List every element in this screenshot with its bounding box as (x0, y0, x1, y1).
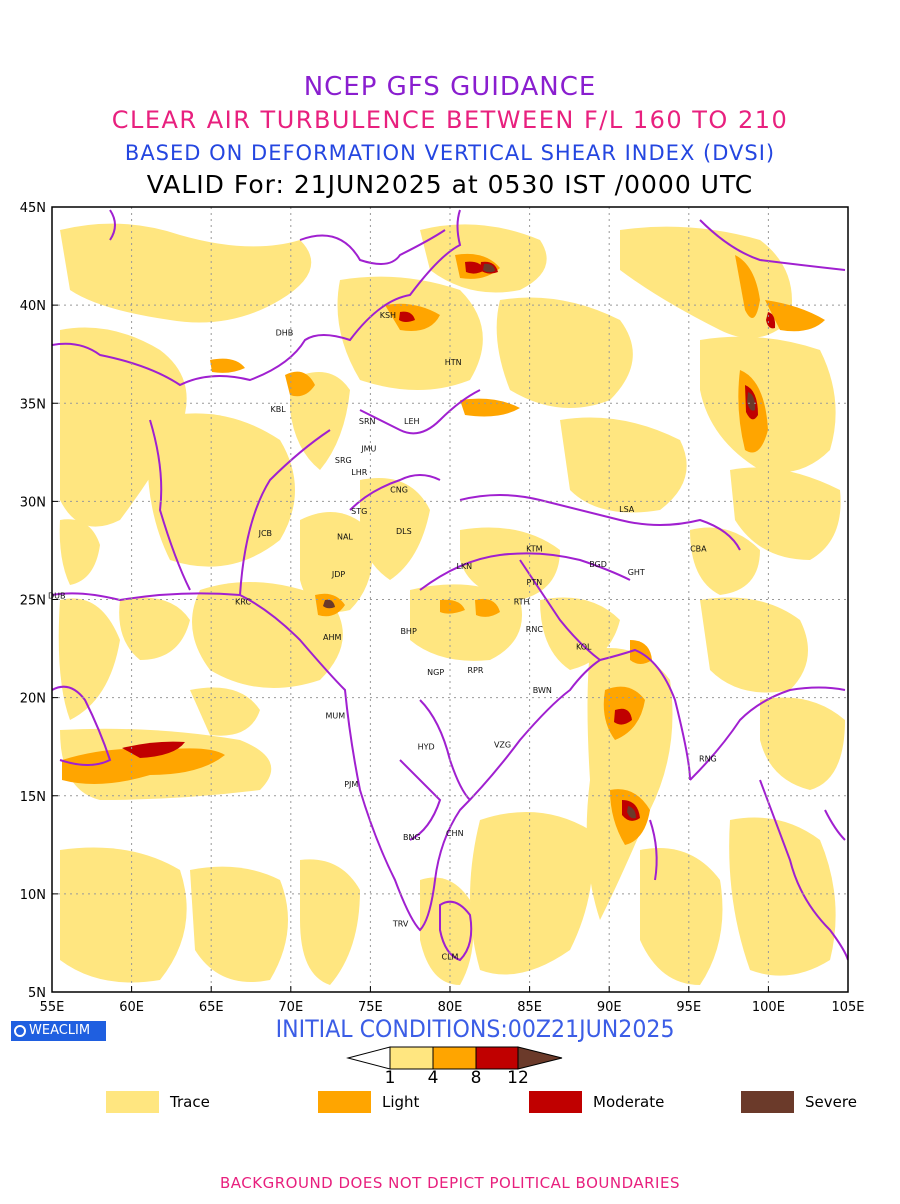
lat-tick-label: 35N (20, 397, 46, 412)
lon-tick-label: 65E (199, 1000, 224, 1015)
station-label: RNG (699, 754, 717, 763)
legend-swatch (106, 1091, 159, 1113)
lon-tick-label: 85E (517, 1000, 542, 1015)
station-label: LKN (456, 562, 472, 571)
station-label: RPR (467, 666, 483, 675)
map-title: NCEP GFS GUIDANCE (303, 72, 597, 102)
severe-turbulence-areas (323, 263, 756, 819)
station-label: BNG (403, 833, 421, 842)
lat-tick-label: 10N (20, 888, 46, 903)
station-label: SRN (359, 417, 376, 426)
weaclim-brand-text: WEACLIM (29, 1023, 91, 1038)
station-label: MUM (326, 711, 346, 720)
station-label: JMU (360, 444, 376, 453)
station-label: AHM (323, 633, 341, 642)
colorbar-upper-arrow (517, 1046, 563, 1070)
colorbar-segment-moderate (475, 1046, 519, 1070)
station-label: CHN (446, 829, 464, 838)
lat-tick-label: 40N (20, 299, 46, 314)
station-label: JDP (331, 570, 346, 579)
station-label: PTN (527, 578, 543, 587)
legend-label: Severe (805, 1093, 857, 1111)
station-label: KOL (576, 643, 592, 652)
map-gridlines (52, 207, 848, 992)
legend-swatch (529, 1091, 582, 1113)
lat-tick-label: 30N (20, 495, 46, 510)
lon-tick-label: 100E (752, 1000, 785, 1015)
legend-label: Light (382, 1093, 420, 1111)
colorbar-lower-arrow (346, 1046, 391, 1070)
station-label: CNG (390, 486, 408, 495)
weaclim-logo: WEACLIM (11, 1021, 106, 1041)
station-label: HYD (418, 743, 435, 752)
lon-tick-label: 55E (40, 1000, 65, 1015)
legend-label: Moderate (593, 1093, 665, 1111)
colorbar: 1 4 8 12 (346, 1046, 563, 1084)
lat-tick-label: 25N (20, 594, 46, 609)
colorbar-label: 8 (471, 1068, 482, 1084)
station-label: DUB (48, 592, 66, 601)
lat-tick-label: 20N (20, 692, 46, 707)
lon-tick-label: 70E (278, 1000, 303, 1015)
latitude-axis: 5N 10N 15N 20N 25N 30N 35N 40N 45N (20, 201, 58, 1001)
legend-label: Trace (170, 1093, 210, 1111)
station-label: JCB (258, 529, 272, 538)
station-label: GHT (628, 568, 645, 577)
colorbar-label: 12 (507, 1068, 529, 1084)
map-subtitle: CLEAR AIR TURBULENCE BETWEEN F/L 160 TO … (111, 106, 789, 134)
station-label: LSA (619, 505, 635, 514)
station-label: CLM (442, 953, 459, 962)
colorbar-segment-light (432, 1046, 477, 1070)
lon-tick-label: 60E (119, 1000, 144, 1015)
station-label: NAL (337, 533, 353, 542)
station-labels: DHB KSH HTN KBL SRN LEH JMU SRG LHR CNG STG LSA JCB N… (48, 311, 717, 962)
lon-tick-label: 95E (676, 1000, 701, 1015)
station-label: LEH (404, 417, 420, 426)
station-label: HTN (445, 358, 462, 367)
legend-swatch (741, 1091, 794, 1113)
station-label: NGP (427, 668, 444, 677)
valid-time-label: VALID For: 21JUN2025 at 0530 IST /0000 U… (146, 170, 754, 199)
initial-conditions-label: INITIAL CONDITIONS:00Z21JUN2025 (275, 1015, 675, 1043)
map-method-subtitle: BASED ON DEFORMATION VERTICAL SHEAR INDE… (124, 141, 776, 165)
station-label: VZG (494, 741, 511, 750)
colorbar-segment-trace (389, 1046, 434, 1070)
station-label: RTH (514, 597, 530, 606)
lat-tick-label: 15N (20, 790, 46, 805)
station-label: DLS (396, 527, 412, 536)
station-label: TRV (392, 919, 409, 928)
station-label: KSH (380, 311, 396, 320)
station-label: BHP (400, 627, 417, 636)
lon-tick-label: 90E (597, 1000, 622, 1015)
station-label: LHR (351, 468, 367, 477)
station-label: RNC (526, 625, 544, 634)
station-label: SRG (335, 456, 352, 465)
colorbar-label: 1 (385, 1068, 396, 1084)
turbulence-fields (52, 209, 848, 985)
station-label: CBA (690, 544, 707, 553)
lat-tick-label: 5N (28, 986, 46, 1001)
station-label: KBL (270, 405, 286, 414)
weaclim-logo-icon (14, 1025, 26, 1037)
station-label: DHB (276, 329, 294, 338)
lat-tick-label: 45N (20, 201, 46, 216)
longitude-axis: 55E 60E 65E 70E 75E 80E 85E 90E 95E 100E 105E (40, 986, 865, 1015)
lon-tick-label: 105E (831, 1000, 864, 1015)
station-label: STG (351, 507, 367, 516)
station-label: BWN (533, 686, 552, 695)
lon-tick-label: 75E (358, 1000, 383, 1015)
station-label: KRC (235, 597, 251, 606)
lon-tick-label: 80E (438, 1000, 463, 1015)
station-label: BGD (589, 560, 607, 569)
colorbar-label: 4 (428, 1068, 439, 1084)
station-label: PJM (344, 780, 358, 789)
legend-swatch (318, 1091, 371, 1113)
station-label: KTM (526, 544, 543, 553)
disclaimer-text: BACKGROUND DOES NOT DEPICT POLITICAL BOU… (220, 1174, 680, 1192)
boundary-lines (52, 209, 848, 962)
